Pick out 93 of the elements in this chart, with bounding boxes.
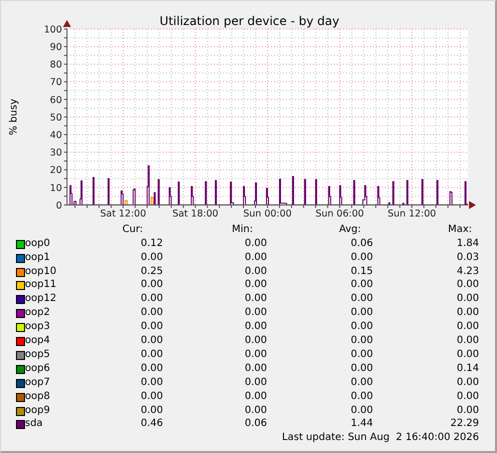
text: 0.00 xyxy=(244,390,267,404)
y-tick-label: 40 xyxy=(50,130,62,141)
y-axis-title: % busy xyxy=(8,98,20,136)
legend-label: oop1 xyxy=(25,250,50,265)
text: Min: xyxy=(232,222,253,237)
text: Last update: Sun Aug 2 16:40:00 2026 xyxy=(282,431,479,446)
text: 0.00 xyxy=(244,334,267,348)
legend-label: oop5 xyxy=(25,348,50,362)
text: 1.84 xyxy=(456,236,479,251)
text: 0.00 xyxy=(350,250,373,265)
y-tick-label: 30 xyxy=(50,148,62,159)
x-tick-label: Sun 00:00 xyxy=(243,208,292,220)
y-tick-label: 10 xyxy=(50,182,62,194)
text: 0.00 xyxy=(244,250,267,265)
legend-label: oop3 xyxy=(25,320,50,334)
y-tick-label: 0 xyxy=(56,200,62,212)
text: 0.12 xyxy=(140,236,163,251)
y-tick-label: 90 xyxy=(50,42,62,53)
text: 0.00 xyxy=(456,334,479,348)
text: 0.00 xyxy=(350,362,373,376)
text: 0.00 xyxy=(350,404,373,418)
x-tick-label: Sun 06:00 xyxy=(315,208,364,220)
text: 0.00 xyxy=(350,334,373,348)
y-tick-label: 80 xyxy=(50,60,62,71)
text: 1.44 xyxy=(350,417,373,432)
text: 0.00 xyxy=(456,278,479,292)
text: 0.00 xyxy=(244,306,267,320)
text: 0.00 xyxy=(456,376,479,390)
legend-label: sda xyxy=(25,417,43,432)
y-tick-label: 60 xyxy=(50,94,62,106)
text: 0.00 xyxy=(140,320,163,334)
text: 0.00 xyxy=(140,390,163,404)
text: 0.00 xyxy=(456,390,479,404)
text: 0.03 xyxy=(456,250,479,265)
text: 0.25 xyxy=(140,264,163,278)
text: 0.06 xyxy=(350,236,373,251)
text: 0.00 xyxy=(140,376,163,390)
text: 0.00 xyxy=(244,320,267,334)
y-tick-label: 100 xyxy=(44,24,62,36)
text: 0.00 xyxy=(140,404,163,418)
text: 0.14 xyxy=(456,362,479,376)
legend-label: oop2 xyxy=(25,306,50,320)
text: 0.00 xyxy=(456,306,479,320)
legend-label: oop4 xyxy=(25,334,50,348)
y-tick-label: 50 xyxy=(50,112,62,124)
text: Avg: xyxy=(339,222,361,237)
legend-label: oop0 xyxy=(25,236,50,251)
legend-label: oop6 xyxy=(25,362,50,376)
text: 4.23 xyxy=(456,264,479,278)
text: 0.00 xyxy=(140,250,163,265)
legend-label: oop8 xyxy=(25,390,50,404)
text: 0.00 xyxy=(140,362,163,376)
text: 0.00 xyxy=(244,278,267,292)
legend-label: oop7 xyxy=(25,376,50,390)
text: 0.00 xyxy=(456,292,479,306)
text: 0.00 xyxy=(350,390,373,404)
text: 0.15 xyxy=(350,264,373,278)
text: 0.00 xyxy=(140,278,163,292)
text: 0.06 xyxy=(244,417,267,432)
text: 0.00 xyxy=(244,376,267,390)
text: 0.00 xyxy=(350,348,373,362)
text: 0.00 xyxy=(140,334,163,348)
text: 0.00 xyxy=(350,292,373,306)
text: 0.00 xyxy=(456,320,479,334)
legend-label: oop12 xyxy=(25,292,56,306)
text: 0.00 xyxy=(244,264,267,278)
text: Max: xyxy=(448,222,472,237)
text: 0.00 xyxy=(350,306,373,320)
text: 0.00 xyxy=(140,348,163,362)
x-tick-label: Sun 12:00 xyxy=(388,208,436,220)
y-tick-label: 20 xyxy=(50,165,62,176)
x-tick-label: Sat 12:00 xyxy=(100,208,146,220)
chart-title: Utilization per device - by day xyxy=(160,14,340,28)
legend-label: oop10 xyxy=(25,264,56,278)
text: 0.00 xyxy=(244,404,267,418)
text: 0.00 xyxy=(244,362,267,376)
text: 0.46 xyxy=(140,417,163,432)
legend-label: oop11 xyxy=(25,278,56,292)
y-tick-label: 70 xyxy=(50,77,62,88)
text: 0.00 xyxy=(244,348,267,362)
text: 0.00 xyxy=(140,292,163,306)
legend-label: oop9 xyxy=(25,404,50,418)
text: 0.00 xyxy=(244,236,267,251)
text: 0.00 xyxy=(350,320,373,334)
text: 0.00 xyxy=(244,292,267,306)
text: 0.00 xyxy=(456,348,479,362)
text: 0.00 xyxy=(350,278,373,292)
text: 0.00 xyxy=(350,376,373,390)
text: 0.00 xyxy=(456,404,479,418)
text: Cur: xyxy=(122,222,143,237)
text: 22.29 xyxy=(450,417,479,432)
text: 0.00 xyxy=(140,306,163,320)
x-tick-label: Sat 18:00 xyxy=(172,208,218,220)
